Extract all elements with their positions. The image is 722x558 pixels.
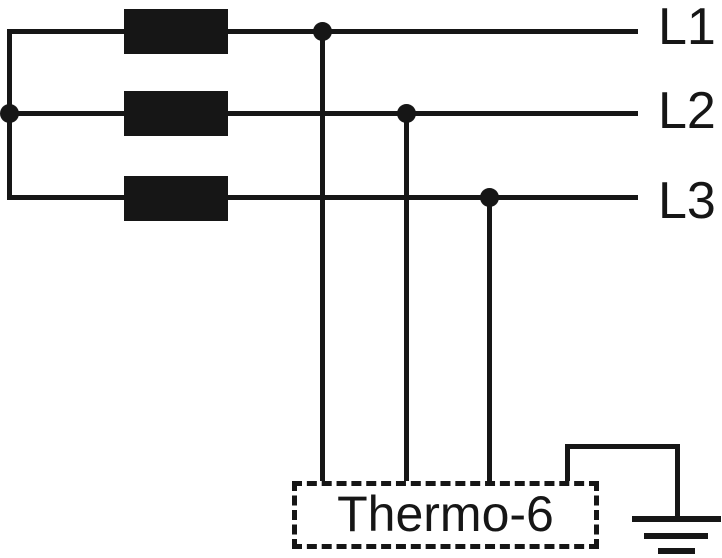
- drop-wire-l1: [320, 29, 325, 481]
- fuse-l2-icon: [124, 91, 228, 136]
- earth-wire-horizontal: [565, 444, 680, 449]
- fuse-l1-icon: [124, 9, 228, 54]
- phase-label-l3: L3: [658, 172, 716, 230]
- earth-wire-down: [675, 444, 680, 521]
- fuse-l3-icon: [124, 176, 228, 221]
- drop-wire-l3: [487, 195, 492, 481]
- earth-wire-stub: [565, 444, 570, 481]
- device-box: Thermo-6: [292, 481, 599, 549]
- phase-label-l1: L1: [658, 0, 716, 56]
- ground-bar-bottom: [658, 548, 695, 554]
- ground-bar-top: [632, 516, 721, 522]
- drop-wire-l2: [404, 111, 409, 481]
- device-label: Thermo-6: [337, 486, 554, 542]
- junction-dot-bus: [0, 104, 19, 123]
- ground-bar-middle: [644, 533, 708, 539]
- phase-label-l2: L2: [658, 82, 716, 140]
